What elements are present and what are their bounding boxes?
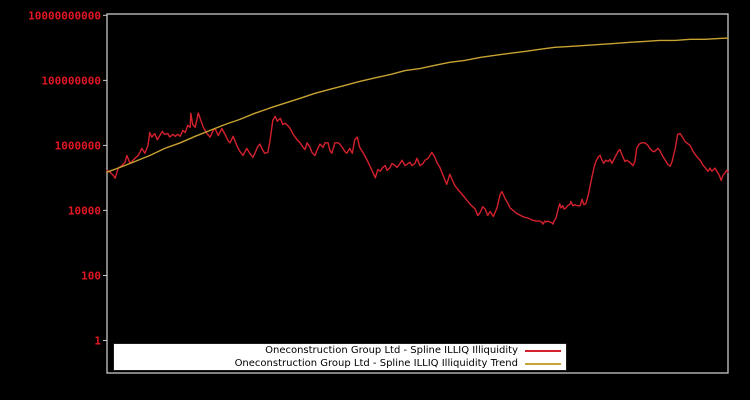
legend-line-sample-trend	[525, 362, 561, 365]
y-axis-tick-label: 1	[94, 335, 101, 348]
y-axis-tick-label: 10000000000	[28, 9, 101, 22]
plot-border	[106, 13, 729, 374]
legend-label-trend: Oneconstruction Group Ltd - Spline ILLIQ…	[234, 357, 518, 369]
legend-label-illiquidity: Oneconstruction Group Ltd - Spline ILLIQ…	[265, 344, 518, 356]
legend-entry-illiquidity: Oneconstruction Group Ltd - Spline ILLIQ…	[114, 345, 566, 357]
y-axis-tick-label: 10000	[68, 204, 101, 217]
y-axis-tick-label: 1000000	[55, 139, 101, 152]
y-axis-tick-label: 100000000	[41, 74, 101, 87]
legend-line-sample-illiquidity	[525, 349, 561, 352]
legend-entry-trend: Oneconstruction Group Ltd - Spline ILLIQ…	[114, 358, 566, 370]
legend: Oneconstruction Group Ltd - Spline ILLIQ…	[113, 343, 567, 371]
trend-series-line	[106, 37, 729, 173]
y-axis-tick-label: 100	[81, 270, 101, 283]
illiquidity-series-line	[106, 112, 729, 225]
